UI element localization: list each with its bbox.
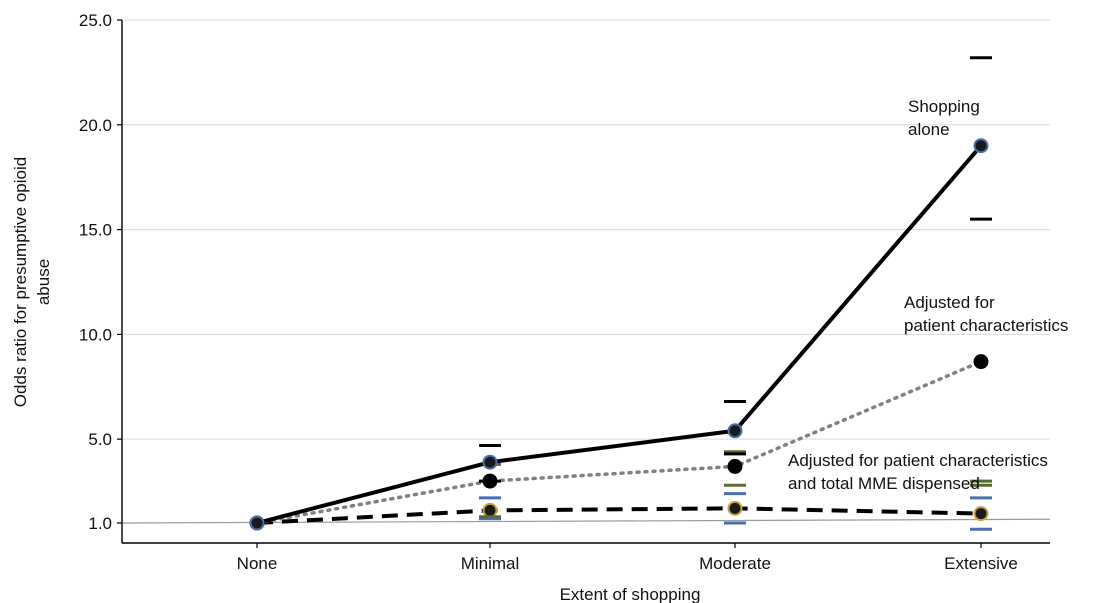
data-point <box>973 138 989 154</box>
annotation-label: Shopping alone <box>908 97 980 139</box>
data-point <box>973 506 989 522</box>
annotation-label: Adjusted for patient characteristics and … <box>788 451 1048 493</box>
annotation-line: Adjusted for patient characteristics <box>788 451 1048 470</box>
series-group <box>249 56 992 531</box>
y-axis-title-line: abuse <box>34 259 53 305</box>
y-tick-label: 20.0 <box>79 116 112 135</box>
y-axis-title-line: Odds ratio for presumptive opioid <box>11 157 30 407</box>
x-tick-label: None <box>237 554 278 573</box>
annotation-label: Adjusted for patient characteristics <box>904 293 1068 335</box>
y-tick-label: 10.0 <box>79 325 112 344</box>
y-tick-label: 15.0 <box>79 221 112 240</box>
data-point <box>482 454 498 470</box>
y-axis-ticks: 1.0 5.0 10.0 15.0 20.0 25.0 <box>79 11 122 533</box>
series-line <box>255 359 983 525</box>
series-line <box>256 144 983 525</box>
data-point <box>727 423 743 439</box>
y-tick-label: 5.0 <box>88 430 112 449</box>
reference-line <box>121 518 1051 524</box>
annotation-line: Shopping <box>908 97 980 116</box>
x-axis-title: Extent of shopping <box>560 585 701 603</box>
data-point <box>727 500 743 516</box>
x-axis-ticks: None Minimal Moderate Extensive <box>237 543 1018 573</box>
annotations: Shopping alone Adjusted for patient charact… <box>788 97 1068 493</box>
reference-line <box>121 518 1051 524</box>
y-tick-label: 1.0 <box>88 514 112 533</box>
annotation-line: alone <box>908 120 950 139</box>
y-tick-label: 25.0 <box>79 11 112 30</box>
annotation-line: and total MME dispensed <box>788 474 980 493</box>
annotation-line: patient characteristics <box>904 316 1068 335</box>
series-line <box>256 506 982 525</box>
x-tick-label: Minimal <box>461 554 520 573</box>
x-tick-label: Moderate <box>699 554 771 573</box>
data-point <box>727 458 743 474</box>
data-point <box>482 502 498 518</box>
data-point <box>249 515 265 531</box>
x-tick-label: Extensive <box>944 554 1018 573</box>
annotation-line: Adjusted for <box>904 293 995 312</box>
data-point <box>973 354 989 370</box>
gridlines <box>122 19 1050 440</box>
axes <box>121 20 1050 544</box>
y-axis-title-group: Odds ratio for presumptive opioid abuse <box>11 157 53 407</box>
